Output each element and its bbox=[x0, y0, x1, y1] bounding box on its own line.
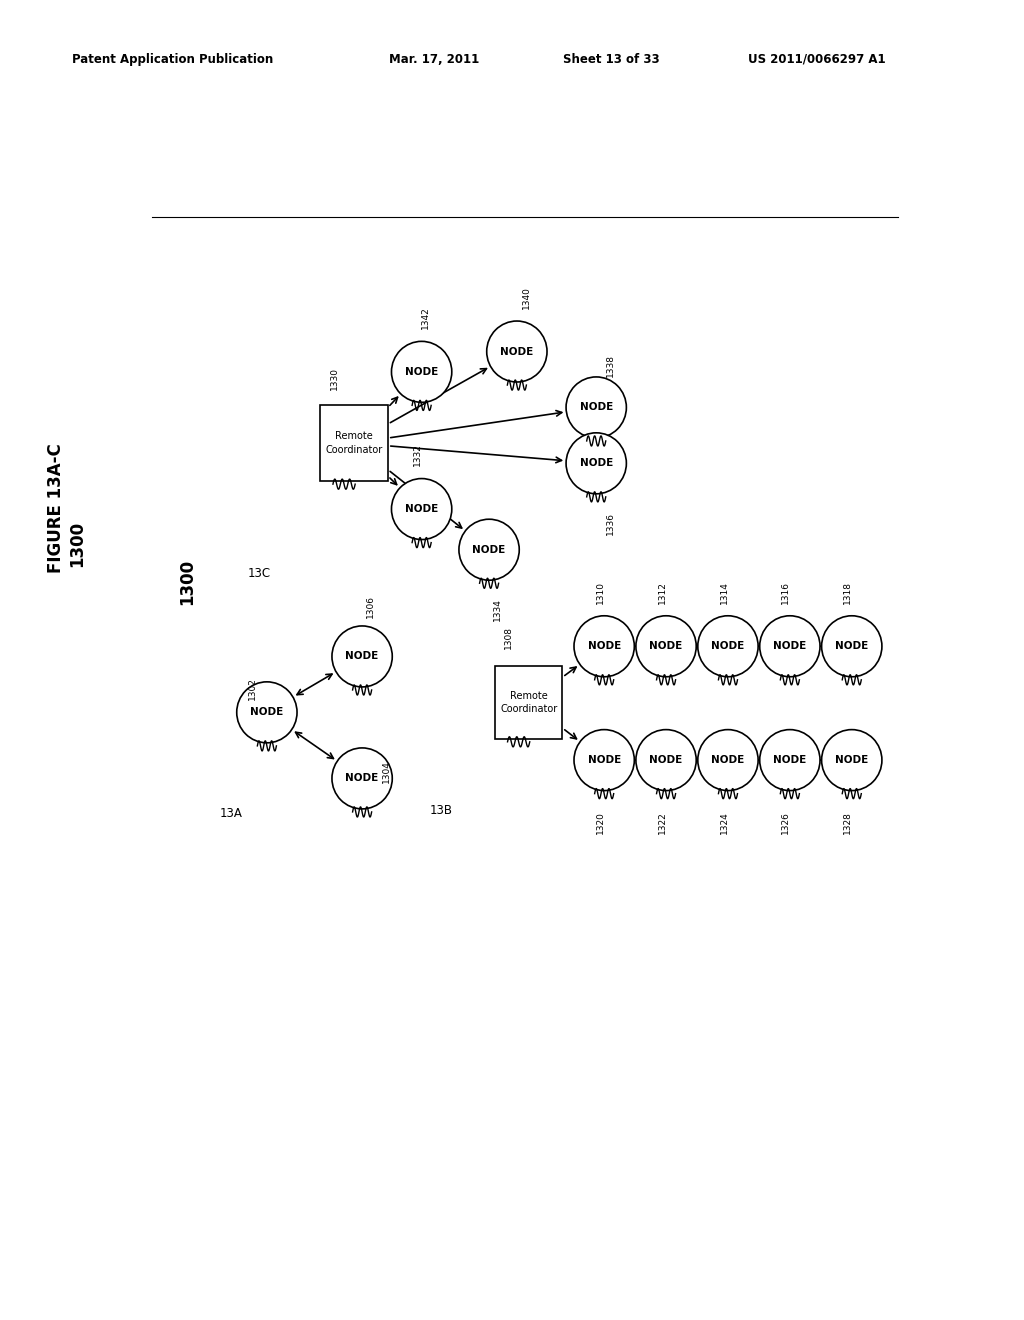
FancyBboxPatch shape bbox=[321, 405, 388, 480]
Text: NODE: NODE bbox=[773, 642, 807, 651]
Text: Remote
Coordinator: Remote Coordinator bbox=[500, 690, 557, 714]
Ellipse shape bbox=[760, 730, 820, 791]
Text: 13C: 13C bbox=[248, 566, 270, 579]
Text: 1314: 1314 bbox=[720, 581, 728, 603]
Text: 1324: 1324 bbox=[720, 810, 728, 834]
Text: NODE: NODE bbox=[345, 774, 379, 783]
Text: NODE: NODE bbox=[649, 755, 683, 766]
Text: 1302: 1302 bbox=[248, 677, 257, 700]
Text: 1326: 1326 bbox=[781, 810, 791, 834]
Text: NODE: NODE bbox=[580, 403, 612, 412]
Text: NODE: NODE bbox=[712, 755, 744, 766]
Text: 1310: 1310 bbox=[596, 581, 605, 603]
Ellipse shape bbox=[237, 682, 297, 743]
FancyBboxPatch shape bbox=[495, 665, 562, 739]
Text: US 2011/0066297 A1: US 2011/0066297 A1 bbox=[748, 53, 885, 66]
Text: 1342: 1342 bbox=[421, 306, 430, 329]
Ellipse shape bbox=[697, 730, 758, 791]
Text: 1334: 1334 bbox=[493, 598, 502, 622]
Text: 1320: 1320 bbox=[596, 810, 605, 834]
Text: 1336: 1336 bbox=[606, 512, 614, 535]
Ellipse shape bbox=[566, 433, 627, 494]
Ellipse shape bbox=[636, 730, 696, 791]
Ellipse shape bbox=[391, 479, 452, 540]
Text: Sheet 13 of 33: Sheet 13 of 33 bbox=[563, 53, 659, 66]
Text: NODE: NODE bbox=[712, 642, 744, 651]
Text: NODE: NODE bbox=[406, 504, 438, 513]
Text: 1340: 1340 bbox=[522, 286, 530, 309]
Text: NODE: NODE bbox=[472, 545, 506, 554]
Ellipse shape bbox=[574, 730, 634, 791]
Text: 1322: 1322 bbox=[657, 810, 667, 834]
Ellipse shape bbox=[821, 616, 882, 677]
Ellipse shape bbox=[459, 519, 519, 581]
Text: 1318: 1318 bbox=[844, 581, 852, 603]
Ellipse shape bbox=[391, 342, 452, 403]
Ellipse shape bbox=[697, 616, 758, 677]
Ellipse shape bbox=[332, 626, 392, 686]
Text: Mar. 17, 2011: Mar. 17, 2011 bbox=[389, 53, 479, 66]
Text: 1306: 1306 bbox=[367, 595, 375, 618]
Ellipse shape bbox=[332, 748, 392, 809]
Text: 1304: 1304 bbox=[382, 760, 391, 784]
Ellipse shape bbox=[636, 616, 696, 677]
Text: 1332: 1332 bbox=[413, 444, 422, 466]
Ellipse shape bbox=[486, 321, 547, 381]
Text: NODE: NODE bbox=[501, 347, 534, 356]
Text: NODE: NODE bbox=[250, 708, 284, 717]
Text: 1308: 1308 bbox=[505, 626, 513, 649]
Text: NODE: NODE bbox=[588, 755, 621, 766]
Text: 1300: 1300 bbox=[178, 560, 197, 606]
Text: 13B: 13B bbox=[430, 804, 453, 817]
Text: NODE: NODE bbox=[406, 367, 438, 376]
Text: FIGURE 13A-C: FIGURE 13A-C bbox=[47, 444, 66, 573]
Text: NODE: NODE bbox=[836, 755, 868, 766]
Text: 1316: 1316 bbox=[781, 581, 791, 603]
Text: NODE: NODE bbox=[836, 642, 868, 651]
Ellipse shape bbox=[760, 616, 820, 677]
Text: 1330: 1330 bbox=[330, 367, 339, 391]
Text: 13A: 13A bbox=[220, 808, 243, 821]
Text: NODE: NODE bbox=[588, 642, 621, 651]
Text: 1338: 1338 bbox=[606, 354, 614, 378]
Text: Patent Application Publication: Patent Application Publication bbox=[72, 53, 273, 66]
Text: NODE: NODE bbox=[773, 755, 807, 766]
Text: NODE: NODE bbox=[345, 652, 379, 661]
Ellipse shape bbox=[821, 730, 882, 791]
Text: 1312: 1312 bbox=[657, 581, 667, 603]
Text: NODE: NODE bbox=[649, 642, 683, 651]
Text: 1300: 1300 bbox=[68, 521, 86, 566]
Text: Remote
Coordinator: Remote Coordinator bbox=[326, 432, 383, 454]
Text: 1328: 1328 bbox=[844, 810, 852, 834]
Ellipse shape bbox=[574, 616, 634, 677]
Ellipse shape bbox=[566, 378, 627, 438]
Text: NODE: NODE bbox=[580, 458, 612, 469]
